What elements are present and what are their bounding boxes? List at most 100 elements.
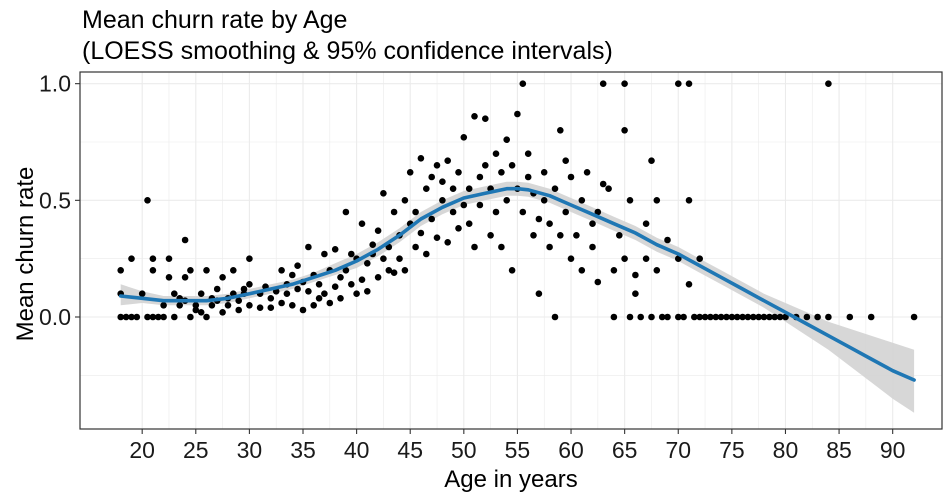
- y-tick-label: 0.5: [39, 187, 71, 213]
- data-point: [455, 169, 462, 176]
- data-point: [503, 136, 511, 143]
- data-point: [219, 309, 226, 316]
- data-point: [396, 255, 403, 262]
- data-point: [353, 290, 360, 298]
- data-point: [567, 173, 575, 181]
- data-point: [492, 150, 500, 157]
- data-point: [165, 255, 173, 262]
- data-point: [632, 271, 639, 279]
- data-point: [294, 262, 301, 270]
- x-tick-label: 90: [880, 437, 906, 463]
- data-point: [117, 313, 124, 321]
- data-point: [364, 288, 371, 295]
- data-point: [653, 267, 661, 274]
- data-point: [648, 157, 655, 164]
- data-point: [219, 274, 226, 281]
- data-point: [530, 232, 537, 239]
- y-axis-ticks: 0.0 0.5 1.0: [39, 71, 80, 330]
- data-point: [160, 302, 167, 309]
- data-point: [723, 313, 730, 321]
- data-point: [573, 232, 580, 239]
- data-point: [685, 80, 693, 87]
- data-point: [728, 313, 736, 321]
- data-point: [187, 267, 194, 274]
- data-point: [471, 243, 478, 251]
- data-point: [390, 208, 398, 216]
- data-point: [433, 162, 441, 169]
- data-point: [149, 267, 157, 274]
- data-point: [460, 134, 468, 141]
- data-point: [144, 197, 151, 204]
- data-point: [782, 313, 789, 321]
- data-point: [342, 208, 350, 216]
- data-point: [632, 290, 639, 298]
- data-point: [337, 295, 344, 302]
- data-point: [487, 232, 494, 239]
- chart-title-line-1: Mean churn rate by Age: [82, 6, 347, 34]
- data-point: [315, 295, 323, 302]
- x-tick-label: 40: [344, 437, 370, 463]
- data-point: [192, 302, 200, 309]
- data-point: [267, 295, 275, 302]
- data-point: [589, 220, 596, 227]
- data-point: [321, 250, 328, 258]
- chart-title-line-2: (LOESS smoothing & 95% confidence interv…: [82, 37, 613, 65]
- data-point: [428, 215, 436, 223]
- data-point: [181, 236, 189, 244]
- data-point: [771, 313, 778, 321]
- data-point: [213, 285, 221, 293]
- data-point: [540, 197, 548, 204]
- data-point: [439, 178, 446, 185]
- data-point: [524, 150, 532, 157]
- data-point: [696, 255, 703, 262]
- data-point: [648, 313, 655, 321]
- data-point: [283, 290, 291, 298]
- data-point: [331, 283, 339, 291]
- x-tick-label: 85: [826, 437, 852, 463]
- data-point: [610, 313, 618, 321]
- data-point: [846, 313, 854, 321]
- data-point: [691, 313, 698, 321]
- data-point: [701, 313, 709, 321]
- y-axis-title: Mean churn rate: [12, 167, 39, 342]
- data-point: [471, 113, 478, 120]
- data-point: [133, 313, 141, 321]
- data-point: [696, 313, 703, 321]
- data-point: [246, 255, 253, 262]
- x-tick-label: 45: [397, 437, 423, 463]
- data-point: [181, 274, 189, 281]
- data-point: [519, 208, 527, 216]
- data-point: [187, 313, 194, 321]
- data-point: [444, 157, 452, 164]
- data-point: [717, 313, 725, 321]
- data-point: [364, 260, 371, 267]
- data-point: [814, 313, 821, 321]
- data-point: [610, 267, 618, 274]
- data-point: [299, 306, 307, 314]
- data-point: [675, 255, 682, 262]
- x-tick-label: 25: [183, 437, 209, 463]
- data-point: [390, 269, 398, 277]
- data-point: [685, 281, 693, 288]
- data-point: [326, 299, 334, 307]
- data-point: [385, 267, 393, 274]
- data-point: [423, 185, 430, 192]
- data-point: [910, 313, 918, 321]
- data-point: [675, 80, 682, 87]
- data-point: [867, 313, 875, 321]
- data-point: [348, 281, 355, 288]
- data-point: [599, 80, 607, 87]
- data-point: [278, 299, 285, 307]
- data-point: [540, 169, 548, 176]
- data-point: [589, 243, 596, 251]
- data-point: [278, 267, 285, 274]
- data-point: [235, 306, 242, 314]
- data-point: [578, 197, 586, 204]
- data-point: [680, 313, 687, 321]
- data-point: [149, 313, 157, 321]
- data-point: [417, 229, 425, 237]
- data-point: [476, 173, 484, 181]
- data-point: [519, 80, 527, 87]
- data-point: [337, 274, 344, 281]
